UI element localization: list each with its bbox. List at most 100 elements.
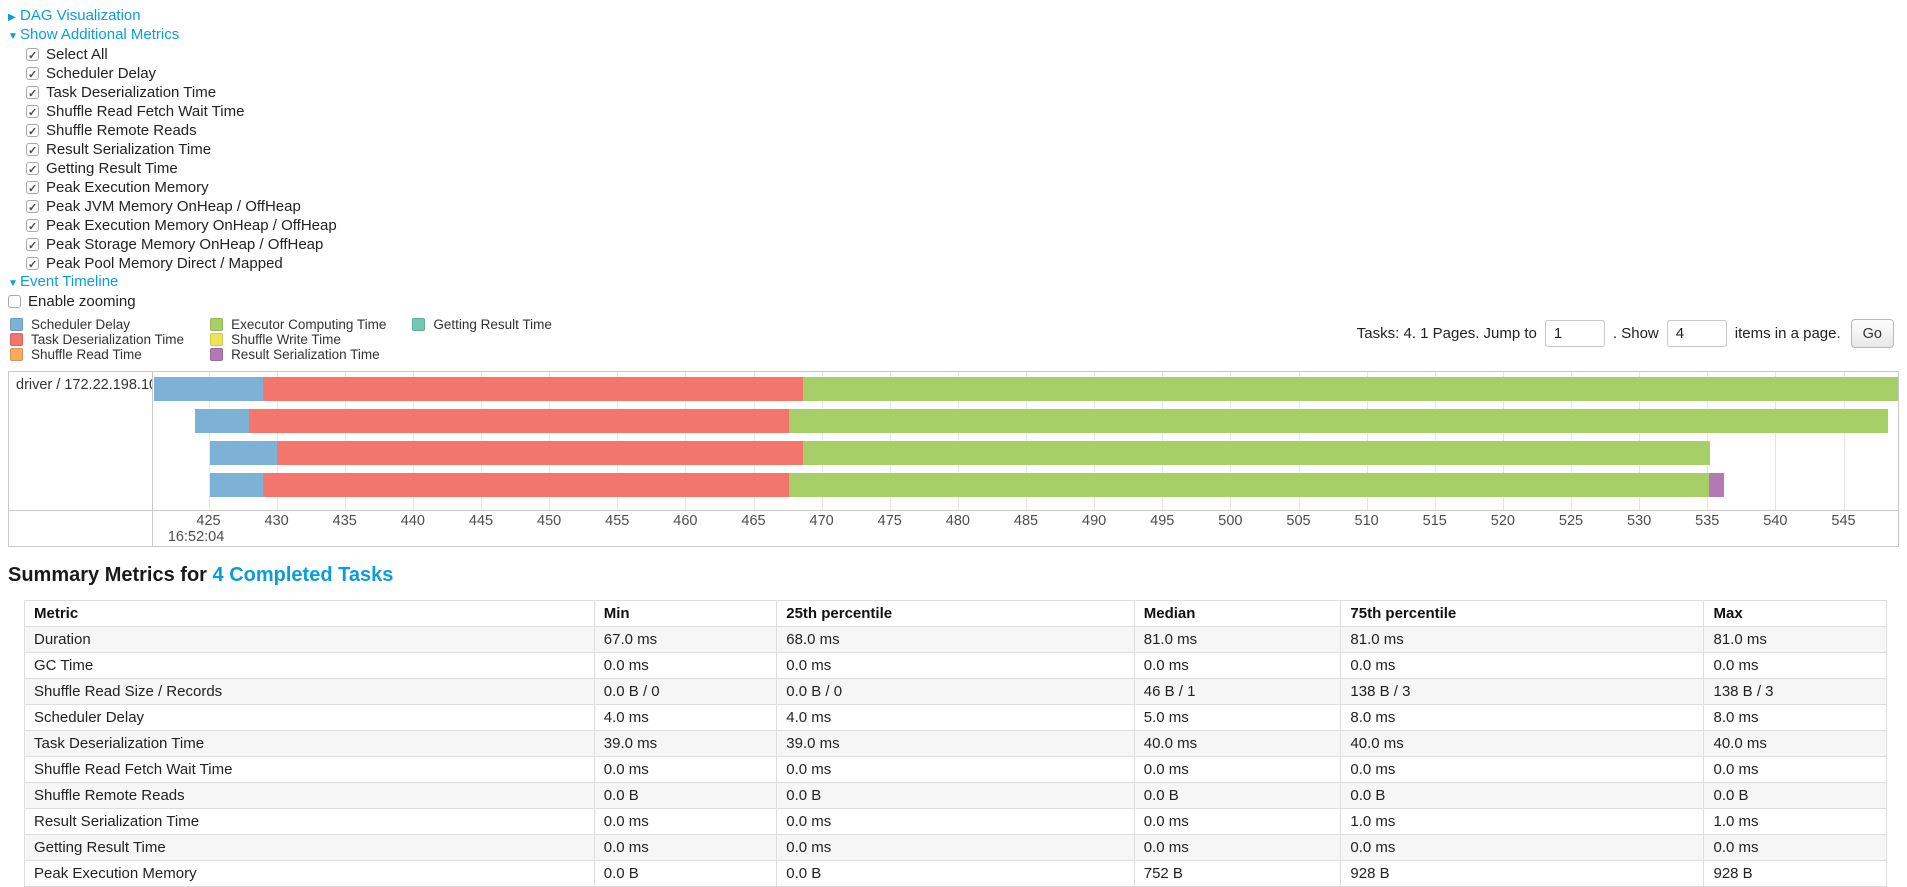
summary-table-row: Task Deserialization Time 39.0 ms 39.0 ms 4… [24,730,1887,757]
getting_result-swatch-icon [412,318,426,331]
task-segment-task_deserialization[interactable] [276,441,803,465]
task-segment-executor_computing[interactable] [802,441,1710,465]
axis-tick-label: 460 [673,513,698,529]
summary-table-row: Shuffle Read Size / Records 0.0 B / 0 0.0 … [24,678,1887,705]
task-segment-scheduler_delay[interactable] [209,473,263,497]
executor_computing-swatch-icon [210,318,224,331]
metric-checkbox[interactable] [26,142,39,161]
legend-item: Task Deserialization Time [10,332,184,347]
metric-checkbox[interactable] [26,123,39,142]
summary-column-header: Metric [24,600,595,627]
enable-zooming-row: Enable zooming [8,292,1907,311]
summary-metric-name: Duration [24,626,595,653]
metric-checkbox[interactable] [26,180,39,199]
task-segment-executor_computing[interactable] [802,377,1898,401]
summary-metric-name: Task Deserialization Time [24,730,595,757]
timeline-task-row [154,377,1898,401]
summary-metric-value: 81.0 ms [1133,626,1342,653]
metric-checkbox-label: Shuffle Remote Reads [46,122,197,139]
summary-metric-value: 0.0 ms [776,756,1135,783]
summary-table-row: Shuffle Remote Reads 0.0 B 0.0 B 0.0 B 0.0 B… [24,782,1887,809]
items-per-page-input[interactable] [1666,320,1727,347]
summary-metric-value: 0.0 ms [776,652,1135,679]
pagination-mid-label: . Show [1612,325,1659,342]
metric-checkbox-row: Getting Result Time [26,159,1907,180]
legend-label: Result Serialization Time [231,347,380,362]
metric-checkbox[interactable] [26,85,39,104]
summary-metric-value: 0.0 ms [1133,834,1342,861]
go-button[interactable]: Go [1850,319,1894,348]
task-segment-result_serialization[interactable] [1708,473,1724,497]
metric-checkbox[interactable] [26,199,39,218]
enable-zooming-checkbox[interactable] [8,295,21,308]
axis-tick-label: 470 [809,513,834,529]
summary-metric-value: 138 B / 3 [1340,678,1705,705]
summary-metric-value: 39.0 ms [593,730,778,757]
task-segment-executor_computing[interactable] [788,409,1889,433]
summary-metric-value: 0.0 ms [1340,756,1705,783]
legend-label: Scheduler Delay [31,317,131,332]
legend-item: Scheduler Delay [10,317,184,332]
legend-item: Shuffle Write Time [210,332,386,347]
summary-metric-value: 0.0 ms [593,808,778,835]
summary-metric-value: 0.0 B [776,860,1135,887]
timeline-gridline [1843,372,1845,511]
axis-tick-label: 520 [1490,513,1515,529]
task-segment-task_deserialization[interactable] [263,377,803,401]
summary-metric-value: 0.0 ms [1340,652,1705,679]
timeline-task-row [154,409,1898,433]
task-segment-task_deserialization[interactable] [263,473,789,497]
summary-metric-value: 40.0 ms [1133,730,1342,757]
legend-column: Scheduler Delay Task Deserialization Time… [10,317,184,362]
axis-tick-label: 480 [945,513,970,529]
axis-tick-label: 435 [332,513,357,529]
summary-metric-value: 0.0 ms [1133,808,1342,835]
summary-metric-value: 46 B / 1 [1133,678,1342,705]
metric-checkbox[interactable] [26,237,39,256]
completed-tasks-link[interactable]: 4 Completed Tasks [212,564,394,586]
axis-tick-label: 535 [1695,513,1720,529]
summary-metric-value: 68.0 ms [776,626,1135,653]
show-additional-metrics-link[interactable]: Show Additional Metrics [20,26,180,43]
task_deserialization-swatch-icon [10,333,23,346]
task-segment-task_deserialization[interactable] [249,409,789,433]
task-segment-executor_computing[interactable] [788,473,1709,497]
summary-metric-name: Shuffle Remote Reads [24,782,595,809]
jump-to-page-input[interactable] [1544,320,1605,347]
summary-metric-name: Shuffle Read Size / Records [24,678,595,705]
metric-checkbox-label: Task Deserialization Time [46,84,217,101]
metric-checkbox[interactable] [26,66,39,85]
metric-checkbox[interactable] [26,47,39,66]
summary-column-header: Median [1133,600,1342,627]
metric-checkbox[interactable] [26,161,39,180]
task-segment-scheduler_delay[interactable] [209,441,277,465]
event-timeline-link[interactable]: Event Timeline [20,273,119,290]
metric-checkbox-label: Peak Execution Memory OnHeap / OffHeap [46,217,337,234]
summary-metric-name: Shuffle Read Fetch Wait Time [24,756,595,783]
collapsed-arrow-icon: ▶ [8,12,16,23]
summary-metric-value: 1.0 ms [1340,808,1705,835]
summary-metric-value: 928 B [1340,860,1705,887]
metric-checkbox[interactable] [26,104,39,123]
timeline-x-axis: 425 430 435 440 445 450 455 460 465 470 475 480 485 4… [9,510,1898,546]
axis-tick-label: 425 [196,513,221,529]
timeline-plot-area [154,372,1898,511]
summary-metric-name: Result Serialization Time [24,808,595,835]
metric-checkbox-row: Peak JVM Memory OnHeap / OffHeap [26,197,1907,218]
summary-metric-value: 0.0 B [776,782,1135,809]
metric-checkbox[interactable] [26,256,39,275]
metric-checkbox-row: Result Serialization Time [26,140,1907,161]
axis-tick-label: 490 [1082,513,1107,529]
metric-checkbox-label: Shuffle Read Fetch Wait Time [46,103,245,120]
metric-checkbox[interactable] [26,218,39,237]
summary-table-header-row: Metric Min 25th percentile Median 75th perce… [24,600,1887,627]
dag-visualization-link[interactable]: DAG Visualization [20,7,141,24]
axis-tick-label: 430 [264,513,289,529]
legend-column: Getting Result Time [412,317,552,362]
summary-table-row: Getting Result Time 0.0 ms 0.0 ms 0.0 ms 0.0… [24,834,1887,861]
task-segment-scheduler_delay[interactable] [194,409,250,433]
summary-metric-value: 0.0 B [1703,782,1887,809]
summary-metric-value: 138 B / 3 [1703,678,1887,705]
task-segment-scheduler_delay[interactable] [154,377,263,401]
axis-tick-label: 455 [605,513,630,529]
